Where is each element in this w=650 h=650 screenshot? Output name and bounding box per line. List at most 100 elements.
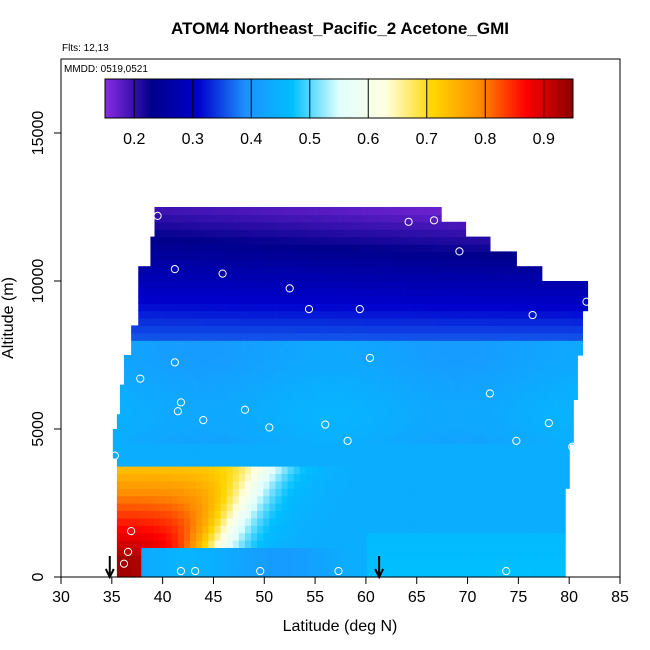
heatmap-cell (458, 554, 466, 563)
heatmap-cell (404, 207, 412, 215)
heatmap-cell (549, 495, 557, 504)
heatmap-cell (562, 554, 566, 563)
heatmap-cell (354, 569, 362, 578)
heatmap-cell (331, 355, 339, 363)
heatmap-cell (471, 377, 479, 386)
heatmap-cell (167, 325, 175, 334)
heatmap-cell (403, 421, 411, 430)
heatmap-cell (531, 488, 539, 497)
heatmap-cell (211, 384, 219, 393)
heatmap-cell (147, 525, 155, 534)
heatmap-cell (248, 273, 255, 282)
heatmap-cell (144, 281, 152, 289)
heatmap-cell (546, 288, 554, 297)
heatmap-cell (473, 273, 481, 282)
heatmap-cell (361, 362, 369, 371)
heatmap-cell (440, 421, 447, 430)
heatmap-cell (275, 569, 283, 578)
heatmap-cell (504, 310, 511, 319)
heatmap-cell (132, 392, 139, 400)
heatmap-cell (349, 362, 357, 371)
heatmap-cell (271, 436, 279, 445)
heatmap-cell (446, 562, 453, 571)
heatmap-cell (459, 377, 467, 386)
heatmap-cell (376, 399, 383, 408)
heatmap-cell (162, 266, 170, 275)
heatmap-cell (198, 451, 205, 460)
heatmap-cell (238, 525, 246, 534)
heatmap-cell (430, 244, 438, 252)
heatmap-cell (571, 310, 578, 319)
heatmap-cell (565, 399, 572, 408)
heatmap-cell (470, 562, 478, 571)
heatmap-cell (159, 503, 167, 511)
heatmap-cell (366, 540, 374, 548)
heatmap-cell (239, 369, 247, 378)
heatmap-cell (276, 207, 284, 215)
heatmap-cell (308, 392, 316, 400)
heatmap-cell (308, 281, 316, 289)
heatmap-cell (449, 236, 456, 245)
heatmap-cell (466, 436, 474, 445)
heatmap-cell (507, 525, 514, 534)
heatmap-cell (257, 540, 264, 548)
heatmap-cell (374, 369, 381, 378)
heatmap-cell (138, 318, 145, 326)
heatmap-cell (338, 347, 346, 356)
heatmap-cell (324, 495, 331, 504)
heatmap-cell (467, 258, 475, 267)
heatmap-cell (388, 310, 395, 319)
y-tick-label: 15000 (30, 111, 47, 156)
heatmap-cell (427, 510, 435, 519)
heatmap-cell (234, 340, 242, 349)
heatmap-cell (521, 332, 529, 341)
heatmap-cell (290, 251, 298, 260)
heatmap-cell (537, 473, 545, 482)
heatmap-cell (484, 429, 492, 437)
heatmap-cell (312, 414, 319, 423)
heatmap-cell (174, 310, 182, 319)
heatmap-cell (519, 510, 527, 519)
heatmap-cell (177, 503, 185, 511)
heatmap-cell (165, 532, 173, 541)
heatmap-cell (503, 451, 510, 460)
heatmap-cell (555, 495, 563, 504)
heatmap-cell (494, 569, 502, 578)
heatmap-cell (477, 362, 485, 371)
heatmap-cell (223, 295, 231, 304)
heatmap-cell (531, 421, 539, 430)
heatmap-cell (366, 554, 374, 563)
heatmap-cell (217, 295, 225, 304)
heatmap-cell (336, 569, 344, 578)
heatmap-cell (522, 303, 530, 312)
heatmap-cell (308, 310, 316, 319)
heatmap-cell (366, 569, 374, 578)
heatmap-cell (141, 495, 148, 504)
heatmap-cell (123, 525, 130, 534)
heatmap-cell (550, 362, 558, 371)
heatmap-cell (375, 429, 382, 437)
heatmap-cell (129, 517, 136, 526)
heatmap-cell (278, 392, 286, 400)
heatmap-cell (519, 421, 527, 430)
heatmap-cell (388, 236, 395, 245)
heatmap-cell (351, 258, 359, 267)
heatmap-cell (400, 406, 408, 415)
heatmap-cell (527, 325, 535, 334)
heatmap-cell (416, 221, 424, 230)
heatmap-cell (278, 258, 286, 267)
heatmap-cell (337, 221, 345, 230)
heatmap-cell (360, 569, 368, 578)
heatmap-cell (534, 303, 542, 312)
heatmap-cell (448, 347, 455, 356)
heatmap-cell (287, 547, 295, 556)
x-tick-label: 55 (306, 589, 324, 606)
heatmap-cell (555, 532, 563, 541)
heatmap-cell (330, 569, 338, 578)
heatmap-cell (232, 517, 240, 526)
heatmap-cell (337, 207, 345, 215)
heatmap-cell (543, 517, 551, 526)
heatmap-cell (559, 310, 566, 319)
heatmap-cell (345, 399, 353, 408)
heatmap-cell (440, 473, 447, 482)
